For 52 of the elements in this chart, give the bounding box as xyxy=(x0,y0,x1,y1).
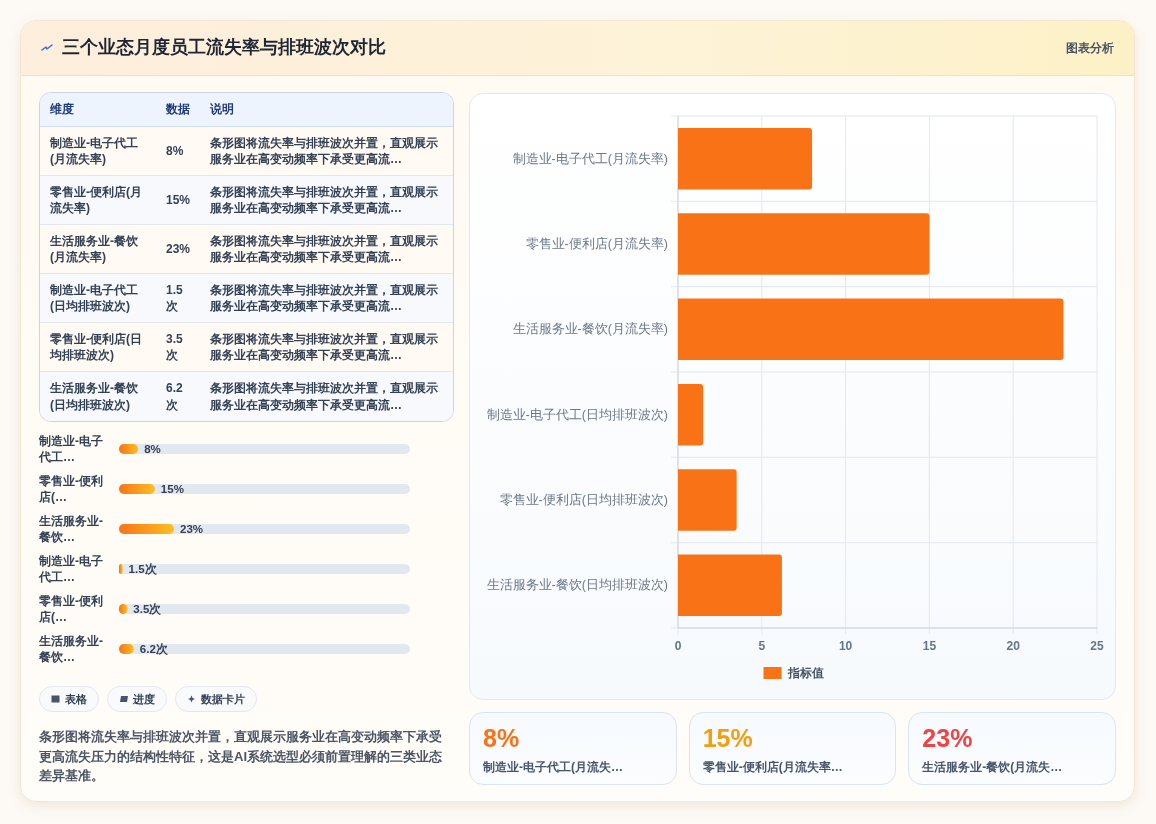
text: 三个业态月度员工流失率与排班波次对比 xyxy=(62,36,386,59)
x-tick-label: 25 xyxy=(1090,639,1104,653)
text: 15% xyxy=(166,192,191,207)
data-label: 15% xyxy=(160,483,184,495)
y-tick-label: 生活服务业-餐饮… xyxy=(39,633,104,665)
text: 条形图将流失率与排班波次并置，直观展示服务业在高变动频率下承受更高流… xyxy=(210,134,439,168)
y-tick-label: 零售业-便利店(… xyxy=(39,593,104,625)
text: 23% xyxy=(166,241,191,256)
x-tick-label: 20 xyxy=(1006,639,1021,653)
text: 条形图将流失率与排班波次并置，直观展示服务业在高变动频率下承受更高流… xyxy=(210,183,439,217)
x-tick-label: 0 xyxy=(674,639,682,653)
data-label: 8% xyxy=(144,443,161,455)
category-label: 制造业-电子代工(月流失… xyxy=(483,759,623,775)
y-tick-label: 零售业-便利店(… xyxy=(39,473,104,505)
y-tick-label: 制造业-电子代工(日均排班波次) xyxy=(486,407,668,422)
text: 23% xyxy=(922,724,973,752)
text: 图表分析 xyxy=(1066,40,1114,57)
category-label: 数据卡片 xyxy=(201,691,245,707)
x-tick-label: 15 xyxy=(922,639,937,653)
text: 说明 xyxy=(210,101,234,118)
category-label: 进度 xyxy=(133,691,155,707)
text: 3.5次 xyxy=(166,331,183,362)
text: 条形图将流失率与排班波次并置，直观展示服务业在高变动频率下承受更高流… xyxy=(210,281,439,315)
x-tick-label: 5 xyxy=(758,639,766,653)
y-tick-label: 生活服务业-餐饮… xyxy=(39,513,104,545)
y-tick-label: 制造业-电子代工… xyxy=(39,433,104,465)
x-tick-label: 10 xyxy=(838,639,853,653)
text: 维度 xyxy=(50,101,74,118)
text: 条形图将流失率与排班波次并置，直观展示服务业在高变动频率下承受更高流… xyxy=(210,232,439,266)
text: 条形图将流失率与排班波次并置，直观展示服务业在高变动频率下承受更高流失压力的结构性特征，这是AI系统选型必须前置理解的三类业态差异基准。 xyxy=(39,728,443,785)
y-tick-label: 制造业-电子代工… xyxy=(39,553,104,585)
category-label: 表格 xyxy=(65,691,87,707)
y-tick-label: 生活服务业-餐饮(月流失率) xyxy=(512,321,668,337)
text: 8% xyxy=(483,724,520,752)
text: 数据 xyxy=(166,101,190,118)
data-label: 1.5次 xyxy=(128,563,158,576)
category-label: 零售业-便利店(月流失率… xyxy=(702,759,843,775)
text: 条形图将流失率与排班波次并置，直观展示服务业在高变动频率下承受更高流… xyxy=(210,330,439,364)
text: 6.2次 xyxy=(166,381,183,412)
y-tick-label: 生活服务业-餐饮(日均排班波次) xyxy=(486,578,668,593)
text: 15% xyxy=(702,724,753,752)
y-tick-label: 零售业-便利店(日均排班波次) xyxy=(499,492,668,507)
text: 条形图将流失率与排班波次并置，直观展示服务业在高变动频率下承受更高流… xyxy=(210,380,439,413)
data-label: 6.2次 xyxy=(139,643,169,656)
data-label: 23% xyxy=(180,523,204,535)
text: 1.5次 xyxy=(166,282,183,313)
category-label: 生活服务业-餐饮(月流失… xyxy=(922,759,1063,775)
y-tick-label: 零售业-便利店(月流失率) xyxy=(525,236,668,251)
legend-label: 指标值 xyxy=(786,666,824,680)
text: 8% xyxy=(166,143,184,158)
y-tick-label: 制造业-电子代工(月流失率) xyxy=(512,150,668,166)
data-label: 3.5次 xyxy=(133,603,163,616)
